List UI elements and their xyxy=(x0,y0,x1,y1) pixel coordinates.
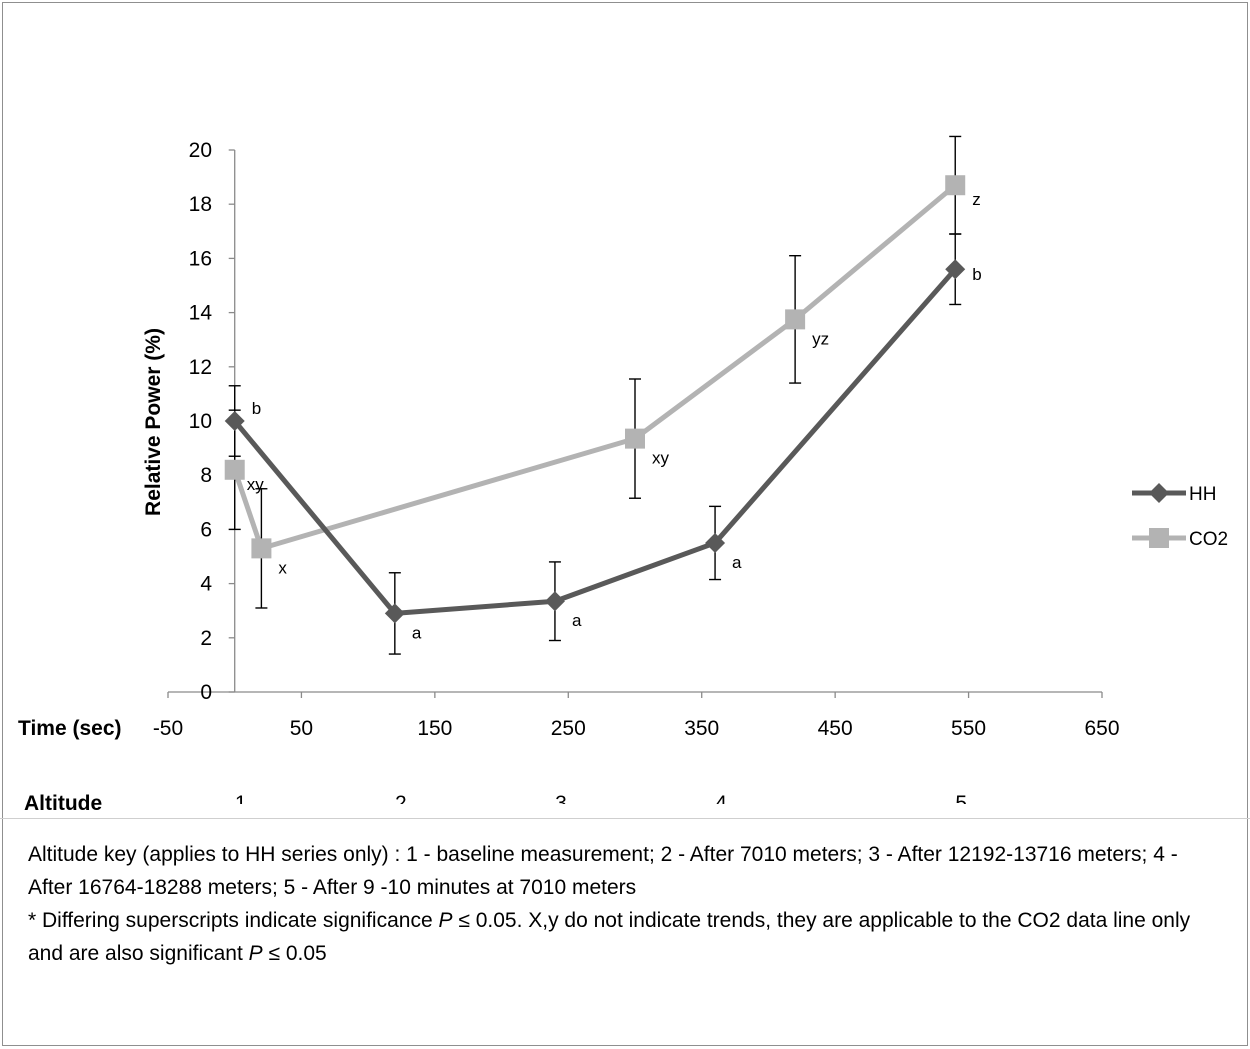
data-point xyxy=(625,428,645,449)
data-point xyxy=(705,532,726,553)
caption-note-middle: ≤ 0.05. X,y do not indicate trends, they… xyxy=(28,909,1191,965)
altitude-tick-label: 4 xyxy=(715,792,727,815)
data-point xyxy=(251,538,272,559)
y-tick-label: 14 xyxy=(189,302,213,325)
altitude-axis-title: Altitude xyxy=(24,792,102,815)
data-label: xy xyxy=(652,449,670,468)
altitude-tick-label: 5 xyxy=(955,792,967,815)
data-point xyxy=(224,411,245,431)
y-axis-title: Relative Power (%) xyxy=(142,328,165,516)
data-point xyxy=(224,459,245,480)
legend-item-co2: CO2 xyxy=(1132,528,1228,550)
altitude-tick-label: 1 xyxy=(235,792,247,815)
x-tick-label: 350 xyxy=(684,717,719,740)
p-symbol: P xyxy=(438,909,453,932)
legend-label: CO2 xyxy=(1189,529,1228,550)
series-hh: b a a a b xyxy=(224,233,982,655)
x-tick-label: 650 xyxy=(1084,717,1119,740)
data-label: a xyxy=(572,611,582,630)
altitude-tick-label: 3 xyxy=(555,792,567,815)
series-line-hh xyxy=(232,267,958,616)
x-tick-label: 550 xyxy=(951,717,986,740)
caption-note-suffix: ≤ 0.05 xyxy=(262,942,327,965)
data-point xyxy=(384,603,405,624)
figure-caption: Altitude key (applies to HH series only)… xyxy=(28,838,1218,970)
legend-marker xyxy=(1149,483,1169,503)
legend-marker xyxy=(1149,528,1169,548)
caption-note-prefix: * Differing superscripts indicate signif… xyxy=(28,909,439,932)
legend-label: HH xyxy=(1189,484,1216,505)
y-tick-label: 4 xyxy=(200,573,212,596)
p-symbol: P xyxy=(248,942,263,965)
data-label: a xyxy=(732,553,742,572)
x-tick-label: 150 xyxy=(417,717,452,740)
legend-item-hh: HH xyxy=(1132,483,1216,505)
caption-significance-note: * Differing superscripts indicate signif… xyxy=(28,904,1218,970)
altitude-tick-label: 2 xyxy=(395,792,407,815)
data-label: x xyxy=(278,558,287,577)
data-label: z xyxy=(972,190,981,209)
data-label: b xyxy=(252,399,261,418)
data-point xyxy=(945,175,966,196)
y-tick-label: 10 xyxy=(189,410,212,433)
y-tick-label: 0 xyxy=(200,681,212,704)
x-tick-label: 450 xyxy=(818,717,853,740)
data-label: b xyxy=(972,265,981,284)
legend: HH CO2 xyxy=(1132,483,1228,550)
altitude-ticks: 1 2 3 4 5 xyxy=(235,792,967,815)
caption-altitude-key: Altitude key (applies to HH series only)… xyxy=(28,843,1178,899)
y-tick-label: 6 xyxy=(200,518,212,541)
y-tick-label: 2 xyxy=(200,627,212,650)
y-tick-label: 8 xyxy=(200,464,212,487)
series-line-co2 xyxy=(232,183,957,551)
data-point xyxy=(785,309,806,330)
chart-area: 0 2 4 6 8 10 12 14 16 18 20 -50 50 150 250 350 450 550 650… xyxy=(0,135,1250,819)
y-tick-label: 20 xyxy=(189,139,212,162)
x-axis-title: Time (sec) xyxy=(18,717,122,740)
data-label: yz xyxy=(812,329,829,348)
x-tick-label: 50 xyxy=(290,717,313,740)
data-label: a xyxy=(412,623,422,642)
y-tick-label: 16 xyxy=(189,247,212,270)
y-tick-label: 12 xyxy=(189,356,212,379)
x-tick-label: 250 xyxy=(551,717,586,740)
data-point xyxy=(544,591,565,612)
y-tick-label: 18 xyxy=(189,193,212,216)
x-tick-label: -50 xyxy=(153,717,183,740)
data-point xyxy=(945,259,966,280)
